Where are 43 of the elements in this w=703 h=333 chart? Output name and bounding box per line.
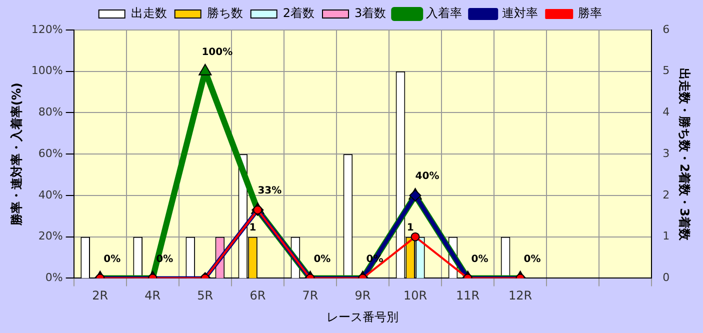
x-tick-label: 9R (354, 288, 371, 303)
y2-tick-label: 3 (662, 146, 670, 160)
y-tick-label: 40% (38, 188, 63, 202)
x-tick-label: 10R (403, 288, 428, 303)
y-tick-label: 100% (31, 64, 63, 78)
x-axis-title: レース番号別 (326, 310, 399, 324)
x-tick-label: 6R (250, 288, 266, 303)
y-axis-title: 勝率・連対率・入着率(%) (9, 82, 24, 227)
legend-label: 出走数 (130, 6, 167, 20)
y-tick-label: 0% (45, 271, 63, 284)
y2-tick-label: 1 (662, 230, 670, 243)
y-tick-label: 80% (38, 106, 63, 119)
legend-label: 連対率 (502, 6, 538, 20)
data-label: 1 (249, 222, 256, 234)
data-label: 40% (415, 171, 440, 182)
data-label: 0% (471, 254, 488, 265)
y-tick-label: 60% (38, 146, 63, 160)
y2-tick-label: 6 (662, 22, 670, 36)
legend-label: 入着率 (426, 6, 462, 20)
legend-label: 勝ち数 (206, 6, 243, 20)
legend-label: 勝率 (578, 6, 602, 20)
data-label: 0% (104, 254, 121, 265)
x-tick-label: 12R (508, 288, 532, 303)
x-tick-label: 2R (92, 288, 108, 303)
legend-label: 3着数 (354, 6, 386, 20)
data-label: 100% (202, 46, 233, 58)
x-tick-label: 5R (197, 288, 214, 303)
data-label: 1 (406, 222, 414, 234)
x-tick-label: 11R (456, 288, 480, 303)
y-tick-label: 120% (31, 22, 63, 36)
y2-tick-label: 4 (662, 106, 670, 119)
x-tick-label: 4R (144, 288, 161, 303)
point (198, 64, 212, 76)
y2-axis-title: 出走数・勝ち数・2着数・3着数 (678, 68, 692, 242)
y-tick-label: 20% (38, 230, 63, 243)
legend-label: 2着数 (282, 6, 315, 20)
y2-tick-label: 5 (662, 64, 670, 78)
y2-tick-label: 2 (662, 188, 670, 202)
y2-tick-label: 0 (662, 271, 670, 284)
x-tick-label: 7R (302, 288, 318, 303)
data-label: 0% (524, 254, 541, 265)
data-label: 33% (258, 186, 282, 197)
data-label: 0% (314, 254, 331, 265)
